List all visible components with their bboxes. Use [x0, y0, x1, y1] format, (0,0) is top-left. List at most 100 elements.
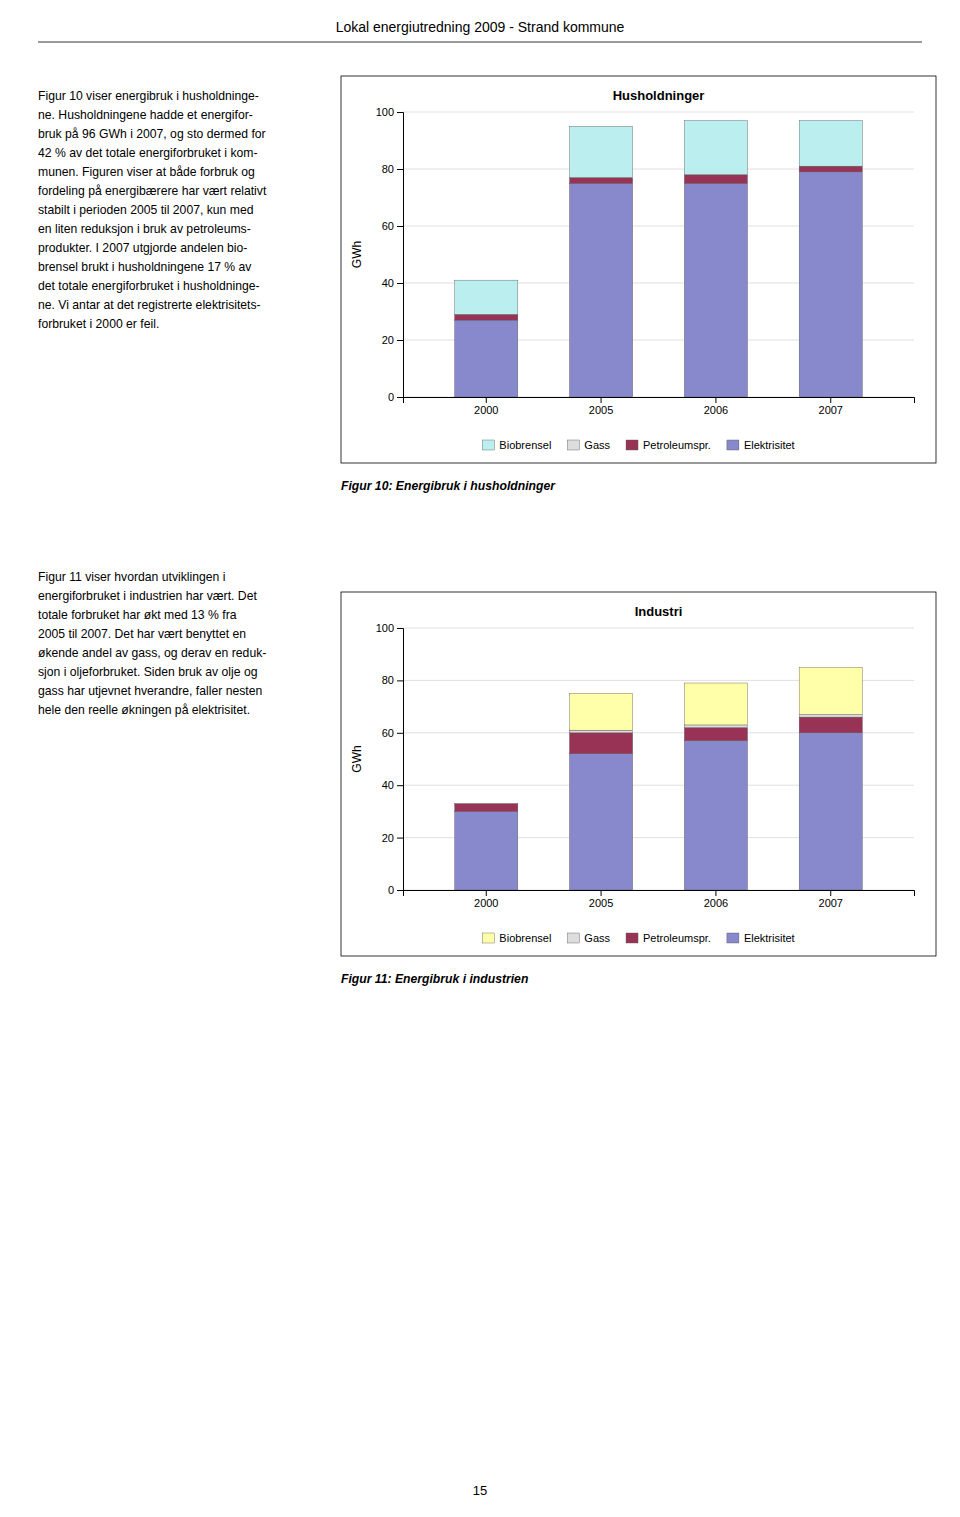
- bar-segment: [570, 730, 633, 733]
- bar-segment: [684, 183, 747, 397]
- bar-segment: [799, 172, 862, 397]
- body-text-line: stabilt i perioden 2005 til 2007, kun me…: [38, 203, 253, 217]
- legend-item: Petroleumspr.: [626, 932, 711, 944]
- legend-label: Elektrisitet: [744, 439, 795, 451]
- x-tick-mark: [601, 890, 602, 896]
- y-tick-label: 80: [382, 163, 394, 175]
- y-axis-title: GWh: [350, 241, 364, 268]
- x-tick-mark: [486, 397, 487, 403]
- y-tick: 80: [382, 674, 403, 686]
- y-tick-mark: [397, 733, 403, 734]
- legend-swatch: [482, 440, 494, 450]
- legend-swatch: [626, 933, 638, 943]
- legend-swatch: [567, 440, 579, 450]
- bar-segment: [455, 803, 518, 804]
- x-tick-label: 2005: [589, 897, 613, 909]
- legend-item: Biobrensel: [482, 932, 551, 944]
- bar-segment: [684, 741, 747, 890]
- y-tick-mark: [397, 785, 403, 786]
- y-tick-mark: [397, 838, 403, 839]
- x-axis-line: [404, 398, 915, 404]
- legend-swatch: [482, 933, 494, 943]
- legend-label: Gass: [584, 439, 610, 451]
- y-tick: 60: [382, 727, 403, 739]
- x-tick-label: 2007: [819, 897, 843, 909]
- y-tick: 40: [382, 779, 403, 791]
- figure-caption: Figur 10: Energibruk i husholdninger: [341, 479, 556, 493]
- y-tick-label: 100: [376, 622, 394, 634]
- x-tick: 2005: [589, 890, 613, 909]
- bar-segment: [684, 725, 747, 728]
- x-tick-mark: [601, 397, 602, 403]
- legend: BiobrenselGassPetroleumspr.Elektrisitet: [482, 439, 794, 451]
- body-text-line: ne. Vi antar at det registrerte elektris…: [38, 298, 261, 312]
- body-text-line: munen. Figuren viser at både forbruk og: [38, 165, 255, 179]
- body-text-line: sjon i oljeforbruket. Siden bruk av olje…: [38, 665, 258, 679]
- bar-segment: [455, 314, 518, 320]
- body-text-line: bruk på 96 GWh i 2007, og sto dermed for: [38, 127, 266, 141]
- y-tick: 100: [376, 622, 403, 634]
- x-tick-label: 2007: [819, 404, 843, 416]
- grid: [403, 112, 914, 397]
- y-tick-label: 100: [376, 106, 394, 118]
- y-tick-label: 0: [388, 391, 394, 403]
- legend-label: Gass: [584, 932, 610, 944]
- bar-segment: [684, 728, 747, 741]
- legend-swatch: [727, 933, 739, 943]
- bar-segment: [570, 183, 633, 397]
- legend-item: Elektrisitet: [727, 439, 795, 451]
- x-tick-label: 2006: [704, 897, 728, 909]
- y-tick: 0: [388, 884, 403, 896]
- y-tick-label: 60: [382, 727, 394, 739]
- figure-frame: [341, 592, 936, 956]
- body-text-line: 42 % av det totale energiforbruket i kom…: [38, 146, 258, 160]
- title-rule: [38, 42, 922, 43]
- grid-line: [403, 628, 914, 629]
- legend-swatch: [727, 440, 739, 450]
- y-tick-label: 20: [382, 832, 394, 844]
- x-tick: 2005: [589, 397, 613, 416]
- y-tick-label: 40: [382, 277, 394, 289]
- y-tick-label: 40: [382, 779, 394, 791]
- body-text-line: forbruket i 2000 er feil.: [38, 317, 159, 331]
- legend-label: Elektrisitet: [744, 932, 795, 944]
- y-tick-label: 20: [382, 334, 394, 346]
- series: [455, 733, 863, 890]
- body-text-line: 2005 til 2007. Det har vært benyttet en: [38, 627, 246, 641]
- x-tick: 2000: [474, 890, 498, 909]
- body-text-line: produkter. I 2007 utgjorde andelen bio-: [38, 241, 247, 255]
- x-axis-line: [404, 891, 915, 897]
- y-tick-label: 0: [388, 884, 394, 896]
- grid: [403, 628, 914, 890]
- bar-segment: [455, 804, 518, 812]
- y-tick-mark: [397, 112, 403, 113]
- y-tick-mark: [397, 628, 403, 629]
- body-text-line: en liten reduksjon i bruk av petroleums-: [38, 222, 251, 236]
- x-tick-mark: [830, 397, 831, 403]
- body-text-line: Figur 11 viser hvordan utviklingen i: [38, 570, 225, 584]
- bar-segment: [799, 121, 862, 167]
- x-axis: 2000200520062007: [404, 397, 915, 416]
- bar-segment: [570, 733, 633, 754]
- x-tick: 2006: [704, 890, 728, 909]
- x-tick-mark: [486, 890, 487, 896]
- page-number: 15: [473, 1483, 487, 1498]
- legend-label: Petroleumspr.: [643, 439, 711, 451]
- bar-segment: [799, 733, 862, 890]
- legend-label: Petroleumspr.: [643, 932, 711, 944]
- x-tick-label: 2000: [474, 404, 498, 416]
- y-tick-label: 60: [382, 220, 394, 232]
- bar-segment: [455, 803, 518, 804]
- y-axis-line: [397, 113, 404, 398]
- chart-title: Husholdninger: [613, 88, 705, 103]
- y-tick-mark: [397, 680, 403, 681]
- y-tick: 100: [376, 106, 403, 118]
- y-tick: 60: [382, 220, 403, 232]
- y-tick-label: 80: [382, 674, 394, 686]
- y-axis: 0 20 40 60 80 100: [376, 106, 404, 403]
- body-text-line: økende andel av gass, og derav en reduk-: [38, 646, 266, 660]
- bar-segment: [799, 714, 862, 717]
- body-text-line: fordeling på energibærere har vært relat…: [38, 184, 267, 198]
- series: [570, 667, 863, 730]
- legend: Biobrensel Gass Petroleumspr. Elektrisitet: [482, 932, 794, 944]
